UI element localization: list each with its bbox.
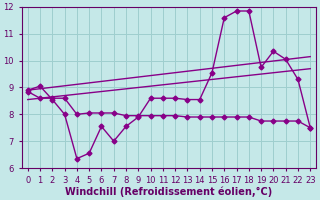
X-axis label: Windchill (Refroidissement éolien,°C): Windchill (Refroidissement éolien,°C) [65,186,273,197]
